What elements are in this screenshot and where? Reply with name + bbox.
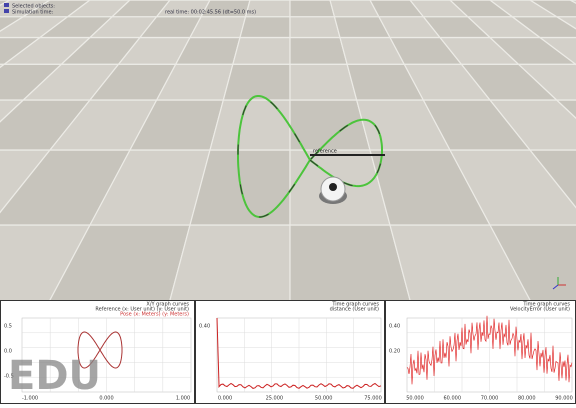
scene-label: reference	[313, 149, 337, 155]
y-tick-label: 0.40	[199, 324, 210, 330]
x-tick-label: 50.000	[315, 396, 333, 402]
simulator-window: reference Selected objects: Simulation t…	[0, 0, 576, 404]
info-icon	[4, 9, 9, 13]
floor-tile	[290, 17, 340, 38]
x-tick-label: 50.000	[406, 396, 424, 402]
legend-entry: VelocityError (User unit)	[510, 307, 570, 313]
floor-tile	[210, 100, 290, 150]
x-tick-label: 70.000	[481, 396, 499, 402]
status-text: real time: 00:02:45.56 (dt=50.0 ms)	[165, 10, 256, 16]
floor	[0, 0, 576, 350]
floor-tile	[223, 64, 290, 100]
x-tick-label: 75.000	[364, 396, 382, 402]
floor-tile	[240, 17, 290, 38]
y-tick-label: 0.5	[4, 324, 12, 330]
floor-tile	[290, 38, 347, 65]
graph-panel	[386, 301, 576, 404]
x-tick-label: 0.000	[218, 396, 232, 402]
x-tick-label: 90.000	[555, 396, 573, 402]
floor-tile	[290, 64, 357, 100]
x-tick-label: 1.000	[176, 396, 190, 402]
info-line: Simulation time:	[12, 10, 54, 16]
y-tick-label: 0.40	[389, 324, 400, 330]
x-tick-label: 0.000	[99, 396, 113, 402]
x-tick-label: 80.000	[518, 396, 536, 402]
legend-entry: Pose (x: Meters) (y: Meters)	[120, 312, 189, 318]
graph-panel	[196, 301, 385, 404]
watermark: EDU	[8, 353, 101, 399]
y-tick-label: 0.20	[389, 349, 400, 355]
info-icon	[4, 3, 9, 7]
legend-entry: distance (User unit)	[330, 307, 379, 313]
floor-tile	[290, 0, 334, 17]
x-tick-label: 25.000	[266, 396, 284, 402]
floor-tile	[233, 38, 290, 65]
floor-tile	[290, 100, 370, 150]
x-tick-label: 60.000	[444, 396, 462, 402]
